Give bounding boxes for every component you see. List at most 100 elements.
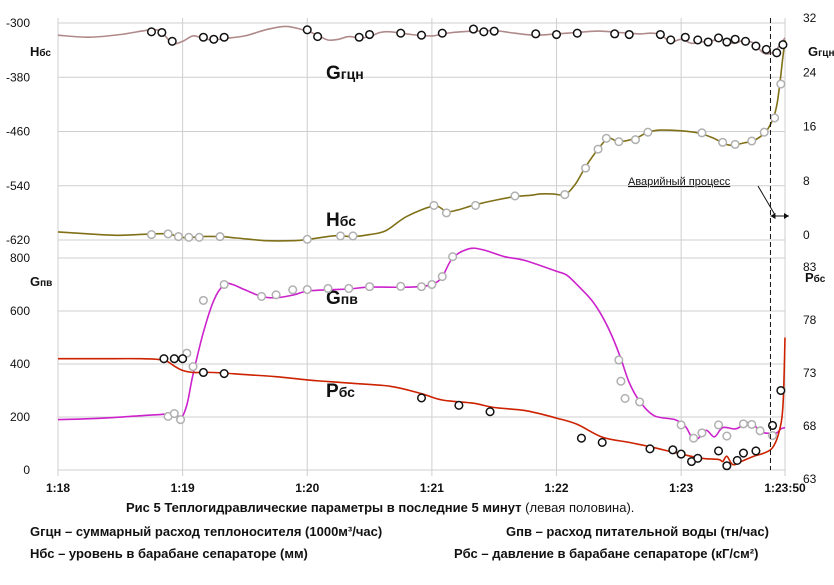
data-point-p	[693, 453, 703, 463]
tick-label-gtsn: 0	[803, 228, 810, 242]
data-point-h	[510, 191, 520, 201]
data-point-gtsn	[703, 37, 713, 47]
data-point-p	[198, 367, 208, 378]
tick-label-h: -620	[6, 233, 30, 247]
series-label-gtsn: Gгцн	[326, 63, 364, 84]
tick-label-gtsn: 8	[803, 174, 810, 188]
x-tick-label: 1:20	[295, 481, 319, 495]
grid	[57, 18, 786, 476]
tick-label-p: 83	[803, 260, 817, 274]
x-tick-label: 1:23:50	[764, 481, 806, 495]
annotation-leader	[757, 185, 775, 215]
tick-label-g: 200	[10, 410, 30, 424]
data-point-h	[601, 133, 611, 143]
tick-label-g: 800	[10, 251, 30, 265]
data-point-p	[454, 400, 464, 410]
data-point-g	[722, 431, 732, 441]
legend-gtsn: Gгцн – суммарный расход теплоносителя (1…	[30, 524, 383, 539]
data-point-g	[614, 355, 624, 365]
tick-label-h: -540	[6, 179, 30, 193]
tick-label-p: 73	[803, 366, 817, 380]
data-point-h	[470, 200, 481, 210]
tick-label-h: -380	[6, 70, 30, 84]
data-point-gtsn	[167, 36, 177, 46]
data-point-g	[257, 291, 267, 301]
data-point-gtsn	[722, 37, 732, 47]
data-point-gtsn	[219, 32, 229, 42]
data-point-gtsn	[354, 32, 364, 42]
data-point-p	[597, 437, 607, 447]
data-point-gtsn	[713, 33, 724, 43]
series-label-g: Gпв	[326, 288, 358, 309]
data-point-g	[416, 282, 427, 292]
data-point-g	[302, 284, 312, 295]
data-point-gtsn	[572, 28, 582, 38]
data-point-g	[188, 362, 198, 372]
event-arrow-right	[784, 213, 789, 219]
series-line-p	[58, 337, 786, 466]
data-point-p	[219, 368, 229, 379]
legend-gpv: Gпв – расход питательной воды (тн/час)	[506, 524, 769, 539]
data-point-h	[429, 200, 439, 210]
tick-label-g: 0	[23, 463, 30, 477]
data-point-p	[668, 445, 678, 455]
data-point-g	[747, 419, 757, 429]
tick-label-g: 600	[10, 304, 30, 318]
data-point-p	[722, 461, 732, 471]
axis-title-gtsn: Gгцн	[808, 44, 834, 59]
axis-title-h: Hбс	[30, 44, 51, 59]
data-point-h	[335, 231, 346, 241]
data-point-g	[344, 283, 354, 294]
data-point-gtsn	[531, 29, 541, 39]
data-point-g	[288, 285, 298, 295]
data-point-p	[776, 385, 786, 396]
data-point-h	[630, 135, 640, 145]
data-point-h	[614, 137, 624, 147]
figure-caption: Рис 5 Теплогидравлические параметры в по…	[126, 500, 634, 515]
series-line-g	[57, 247, 786, 440]
data-point-p	[751, 446, 761, 456]
axis-title-g: Gпв	[30, 274, 52, 289]
data-point-gtsn	[551, 29, 562, 40]
data-point-gtsn	[680, 32, 690, 42]
x-tick-label: 1:21	[420, 481, 444, 495]
marker-layer	[146, 24, 788, 471]
data-point-gtsn	[365, 29, 375, 40]
data-point-g	[738, 419, 749, 429]
data-point-p	[645, 444, 655, 454]
legend-h: Hбс – уровень в барабане сепараторе (мм)	[30, 546, 308, 561]
data-point-g	[767, 431, 778, 441]
data-point-gtsn	[468, 24, 478, 34]
tick-label-h: -300	[6, 16, 30, 30]
series-line-gtsn	[57, 25, 786, 55]
data-point-p	[485, 407, 495, 417]
data-point-h	[194, 232, 204, 242]
data-point-g	[713, 420, 724, 430]
data-point-gtsn	[198, 32, 208, 42]
data-point-g	[616, 376, 626, 386]
data-point-g	[169, 409, 179, 419]
annotation-text: Аварийный процесс	[628, 176, 731, 188]
data-point-gtsn	[761, 44, 771, 54]
data-point-gtsn	[730, 34, 740, 44]
tick-label-p: 78	[803, 313, 817, 327]
tick-label-gtsn: 32	[803, 11, 817, 25]
data-point-g	[198, 295, 208, 305]
data-point-h	[302, 234, 312, 244]
tick-label-h: -460	[6, 125, 30, 139]
data-point-g	[689, 433, 699, 443]
data-point-gtsn	[489, 26, 499, 36]
data-point-g	[396, 281, 406, 291]
data-point-h	[730, 139, 740, 149]
legend-p: Pбс – давление в барабане сепараторе (кГ…	[454, 546, 759, 561]
data-point-g	[437, 272, 447, 282]
data-point-p	[767, 420, 778, 431]
series-line-h	[57, 39, 786, 242]
data-point-h	[581, 163, 591, 173]
data-point-h	[747, 136, 757, 146]
figure-caption-suffix: (левая половина).	[521, 500, 635, 515]
data-point-gtsn	[666, 35, 676, 45]
data-point-h	[759, 127, 769, 137]
tick-label-gtsn: 16	[803, 120, 817, 134]
data-point-h	[215, 232, 225, 242]
